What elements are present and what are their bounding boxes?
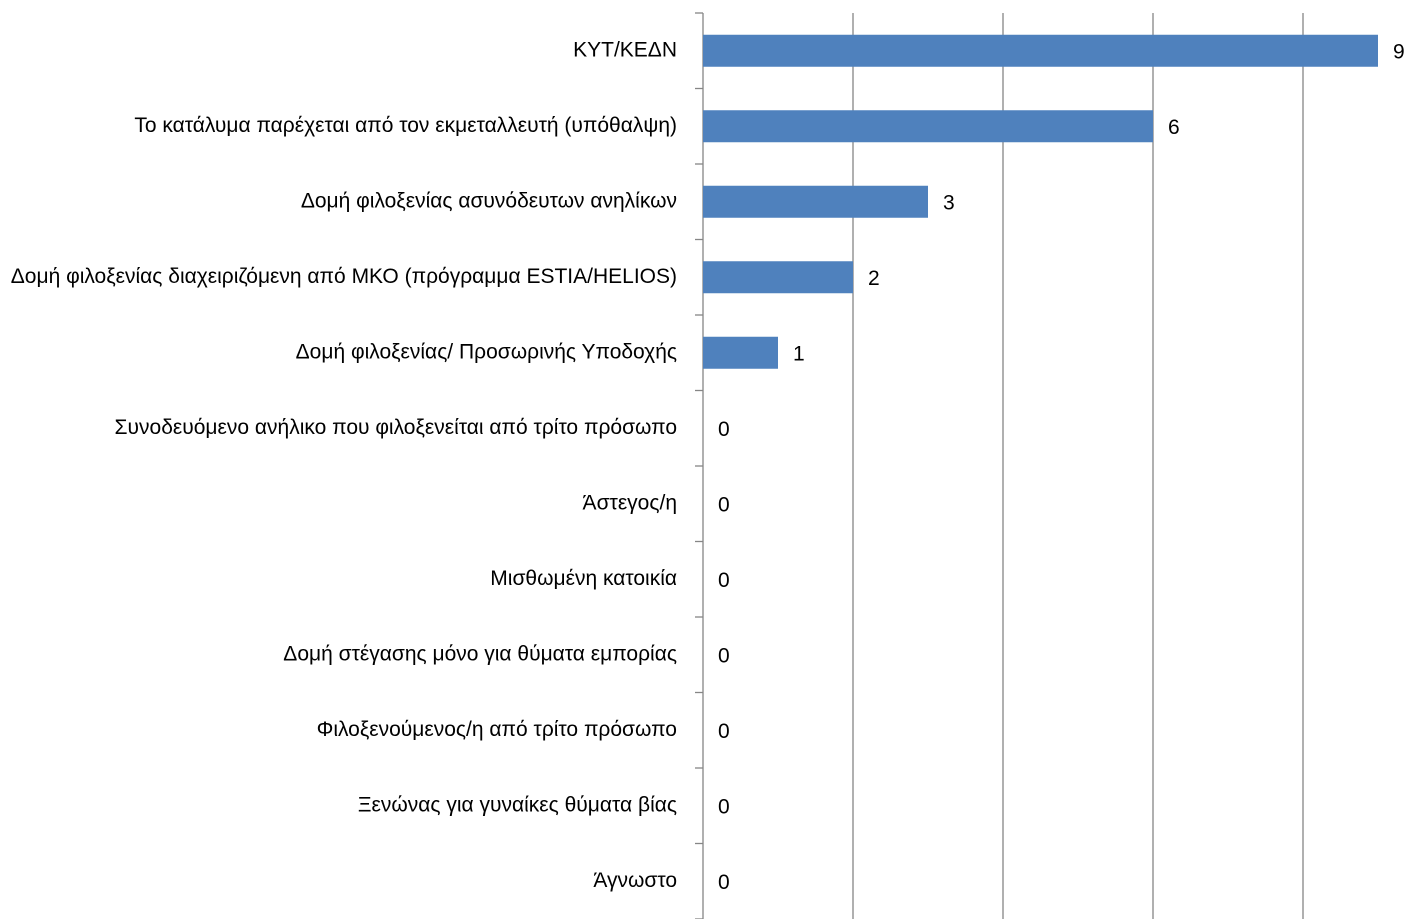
value-label: 0 [718, 493, 730, 516]
value-label: 0 [718, 569, 730, 592]
y-tick-label: Δομή στέγασης μόνο για θύματα εμπορίας [283, 642, 677, 665]
y-tick-label: Μισθωμένη κατοικία [490, 567, 677, 590]
y-tick-label: Ξενώνας για γυναίκες θύματα βίας [358, 793, 677, 816]
value-label: 0 [718, 418, 730, 441]
y-tick-label: Άστεγος/η [583, 491, 677, 514]
value-label: 0 [718, 720, 730, 743]
value-label: 0 [718, 795, 730, 818]
value-label: 9 [1393, 40, 1405, 63]
value-label: 0 [718, 644, 730, 667]
value-label: 3 [943, 191, 955, 214]
y-tick-label: Συνοδευόμενο ανήλικο που φιλοξενείται απ… [115, 416, 677, 439]
y-tick-label: ΚΥΤ/ΚΕΔΝ [573, 38, 677, 61]
value-label: 1 [793, 342, 805, 365]
value-label: 6 [1168, 116, 1180, 139]
y-tick-label: Δομή φιλοξενίας/ Προσωρινής Υποδοχής [296, 340, 677, 363]
y-tick-label: Το κατάλυμα παρέχεται από τον εκμεταλλευ… [134, 114, 677, 137]
value-label: 2 [868, 267, 880, 290]
bar [703, 336, 778, 369]
bar [703, 261, 853, 294]
bar [703, 185, 928, 218]
y-tick-label: Άγνωστο [593, 869, 677, 892]
y-tick-label: Δομή φιλοξενίας ασυνόδευτων ανηλίκων [301, 189, 677, 212]
bar [703, 34, 1378, 67]
y-tick-label: Φιλοξενούμενος/η από τρίτο πρόσωπο [317, 718, 677, 741]
bar [703, 110, 1153, 143]
value-label: 0 [718, 871, 730, 894]
y-tick-label: Δομή φιλοξενίας διαχειριζόμενη από ΜΚΟ (… [11, 265, 677, 288]
